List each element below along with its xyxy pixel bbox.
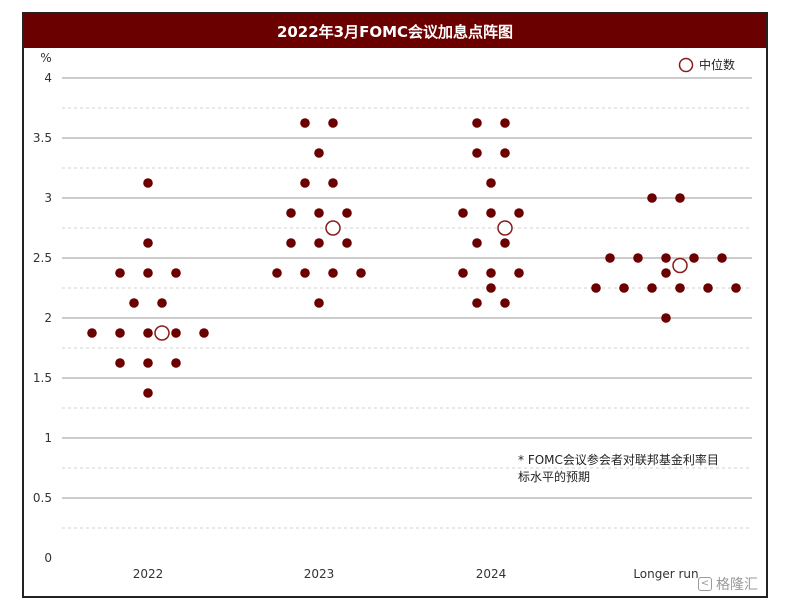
data-point <box>300 268 310 278</box>
data-point <box>500 298 510 308</box>
data-point <box>286 208 296 218</box>
data-point <box>500 118 510 128</box>
data-point <box>500 238 510 248</box>
data-point <box>328 118 338 128</box>
data-point <box>661 268 671 278</box>
data-point <box>472 238 482 248</box>
y-tick-label: 4 <box>44 71 52 85</box>
y-tick-label: 1 <box>44 431 52 445</box>
data-point <box>342 238 352 248</box>
data-point <box>143 388 153 398</box>
dot-plot-chart: % 0 0.5 1 1.5 2 2.5 3 3.5 4 2022 2023 2024 Longer run… <box>33 51 752 581</box>
data-point <box>619 283 629 293</box>
data-point <box>314 238 324 248</box>
chevron-logo-icon: < <box>698 577 712 591</box>
x-tick-label: 2023 <box>304 567 335 581</box>
data-point <box>129 298 139 308</box>
data-point <box>314 298 324 308</box>
data-point <box>115 358 125 368</box>
legend-label: 中位数 <box>699 57 735 72</box>
y-tick-label: 2 <box>44 311 52 325</box>
median-marker <box>325 220 341 236</box>
data-point <box>514 208 524 218</box>
data-point <box>500 148 510 158</box>
data-point <box>472 118 482 128</box>
data-point <box>703 283 713 293</box>
data-point <box>472 298 482 308</box>
watermark-text: 格隆汇 <box>716 577 758 593</box>
y-axis-label: % <box>40 51 51 65</box>
data-point <box>486 268 496 278</box>
data-point <box>356 268 366 278</box>
annotation-line-1: * FOMC会议参会者对联邦基金利率目 <box>518 452 719 467</box>
data-point <box>143 328 153 338</box>
y-tick-label: 3.5 <box>33 131 52 145</box>
y-tick-label: 1.5 <box>33 371 52 385</box>
data-point <box>458 268 468 278</box>
y-tick-label: 0.5 <box>33 491 52 505</box>
data-point <box>633 253 643 263</box>
data-point <box>300 118 310 128</box>
data-point <box>171 328 181 338</box>
data-point <box>647 283 657 293</box>
data-point <box>486 178 496 188</box>
data-point <box>199 328 209 338</box>
chart-title: 2022年3月FOMC会议加息点阵图 <box>24 14 766 48</box>
annotation-line-2: 标水平的预期 <box>518 469 590 484</box>
data-point <box>143 268 153 278</box>
data-point <box>171 268 181 278</box>
data-point <box>486 283 496 293</box>
x-tick-label: 2024 <box>476 567 507 581</box>
data-point <box>300 178 310 188</box>
legend-median-icon <box>678 57 694 73</box>
data-point <box>171 358 181 368</box>
data-point <box>605 253 615 263</box>
median-marker <box>154 325 170 341</box>
data-point <box>272 268 282 278</box>
data-point <box>342 208 352 218</box>
data-point <box>87 328 97 338</box>
data-point <box>328 268 338 278</box>
data-point <box>675 193 685 203</box>
data-point <box>675 283 685 293</box>
chart-frame: 2022年3月FOMC会议加息点阵图 % 0 0.5 1 1.5 2 2.5 3 3.5 4 202… <box>22 12 768 598</box>
data-point <box>689 253 699 263</box>
y-tick-label: 2.5 <box>33 251 52 265</box>
y-tick-label: 3 <box>44 191 52 205</box>
data-point <box>157 298 167 308</box>
data-point <box>514 268 524 278</box>
data-point <box>486 208 496 218</box>
data-point <box>115 268 125 278</box>
data-point <box>591 283 601 293</box>
x-tick-label: 2022 <box>133 567 164 581</box>
x-tick-label: Longer run <box>633 567 698 581</box>
data-point <box>143 238 153 248</box>
data-point <box>458 208 468 218</box>
data-point <box>647 193 657 203</box>
data-point <box>717 253 727 263</box>
median-marker <box>672 257 688 274</box>
data-point <box>314 148 324 158</box>
data-point <box>143 178 153 188</box>
data-point <box>661 313 671 323</box>
data-point <box>314 208 324 218</box>
data-point <box>143 358 153 368</box>
watermark-logo: < 格隆汇 <box>698 574 758 594</box>
data-point <box>731 283 741 293</box>
data-point <box>286 238 296 248</box>
median-marker <box>497 220 513 236</box>
data-point <box>472 148 482 158</box>
data-point <box>661 253 671 263</box>
y-tick-label: 0 <box>44 551 52 565</box>
data-point <box>328 178 338 188</box>
data-point <box>115 328 125 338</box>
